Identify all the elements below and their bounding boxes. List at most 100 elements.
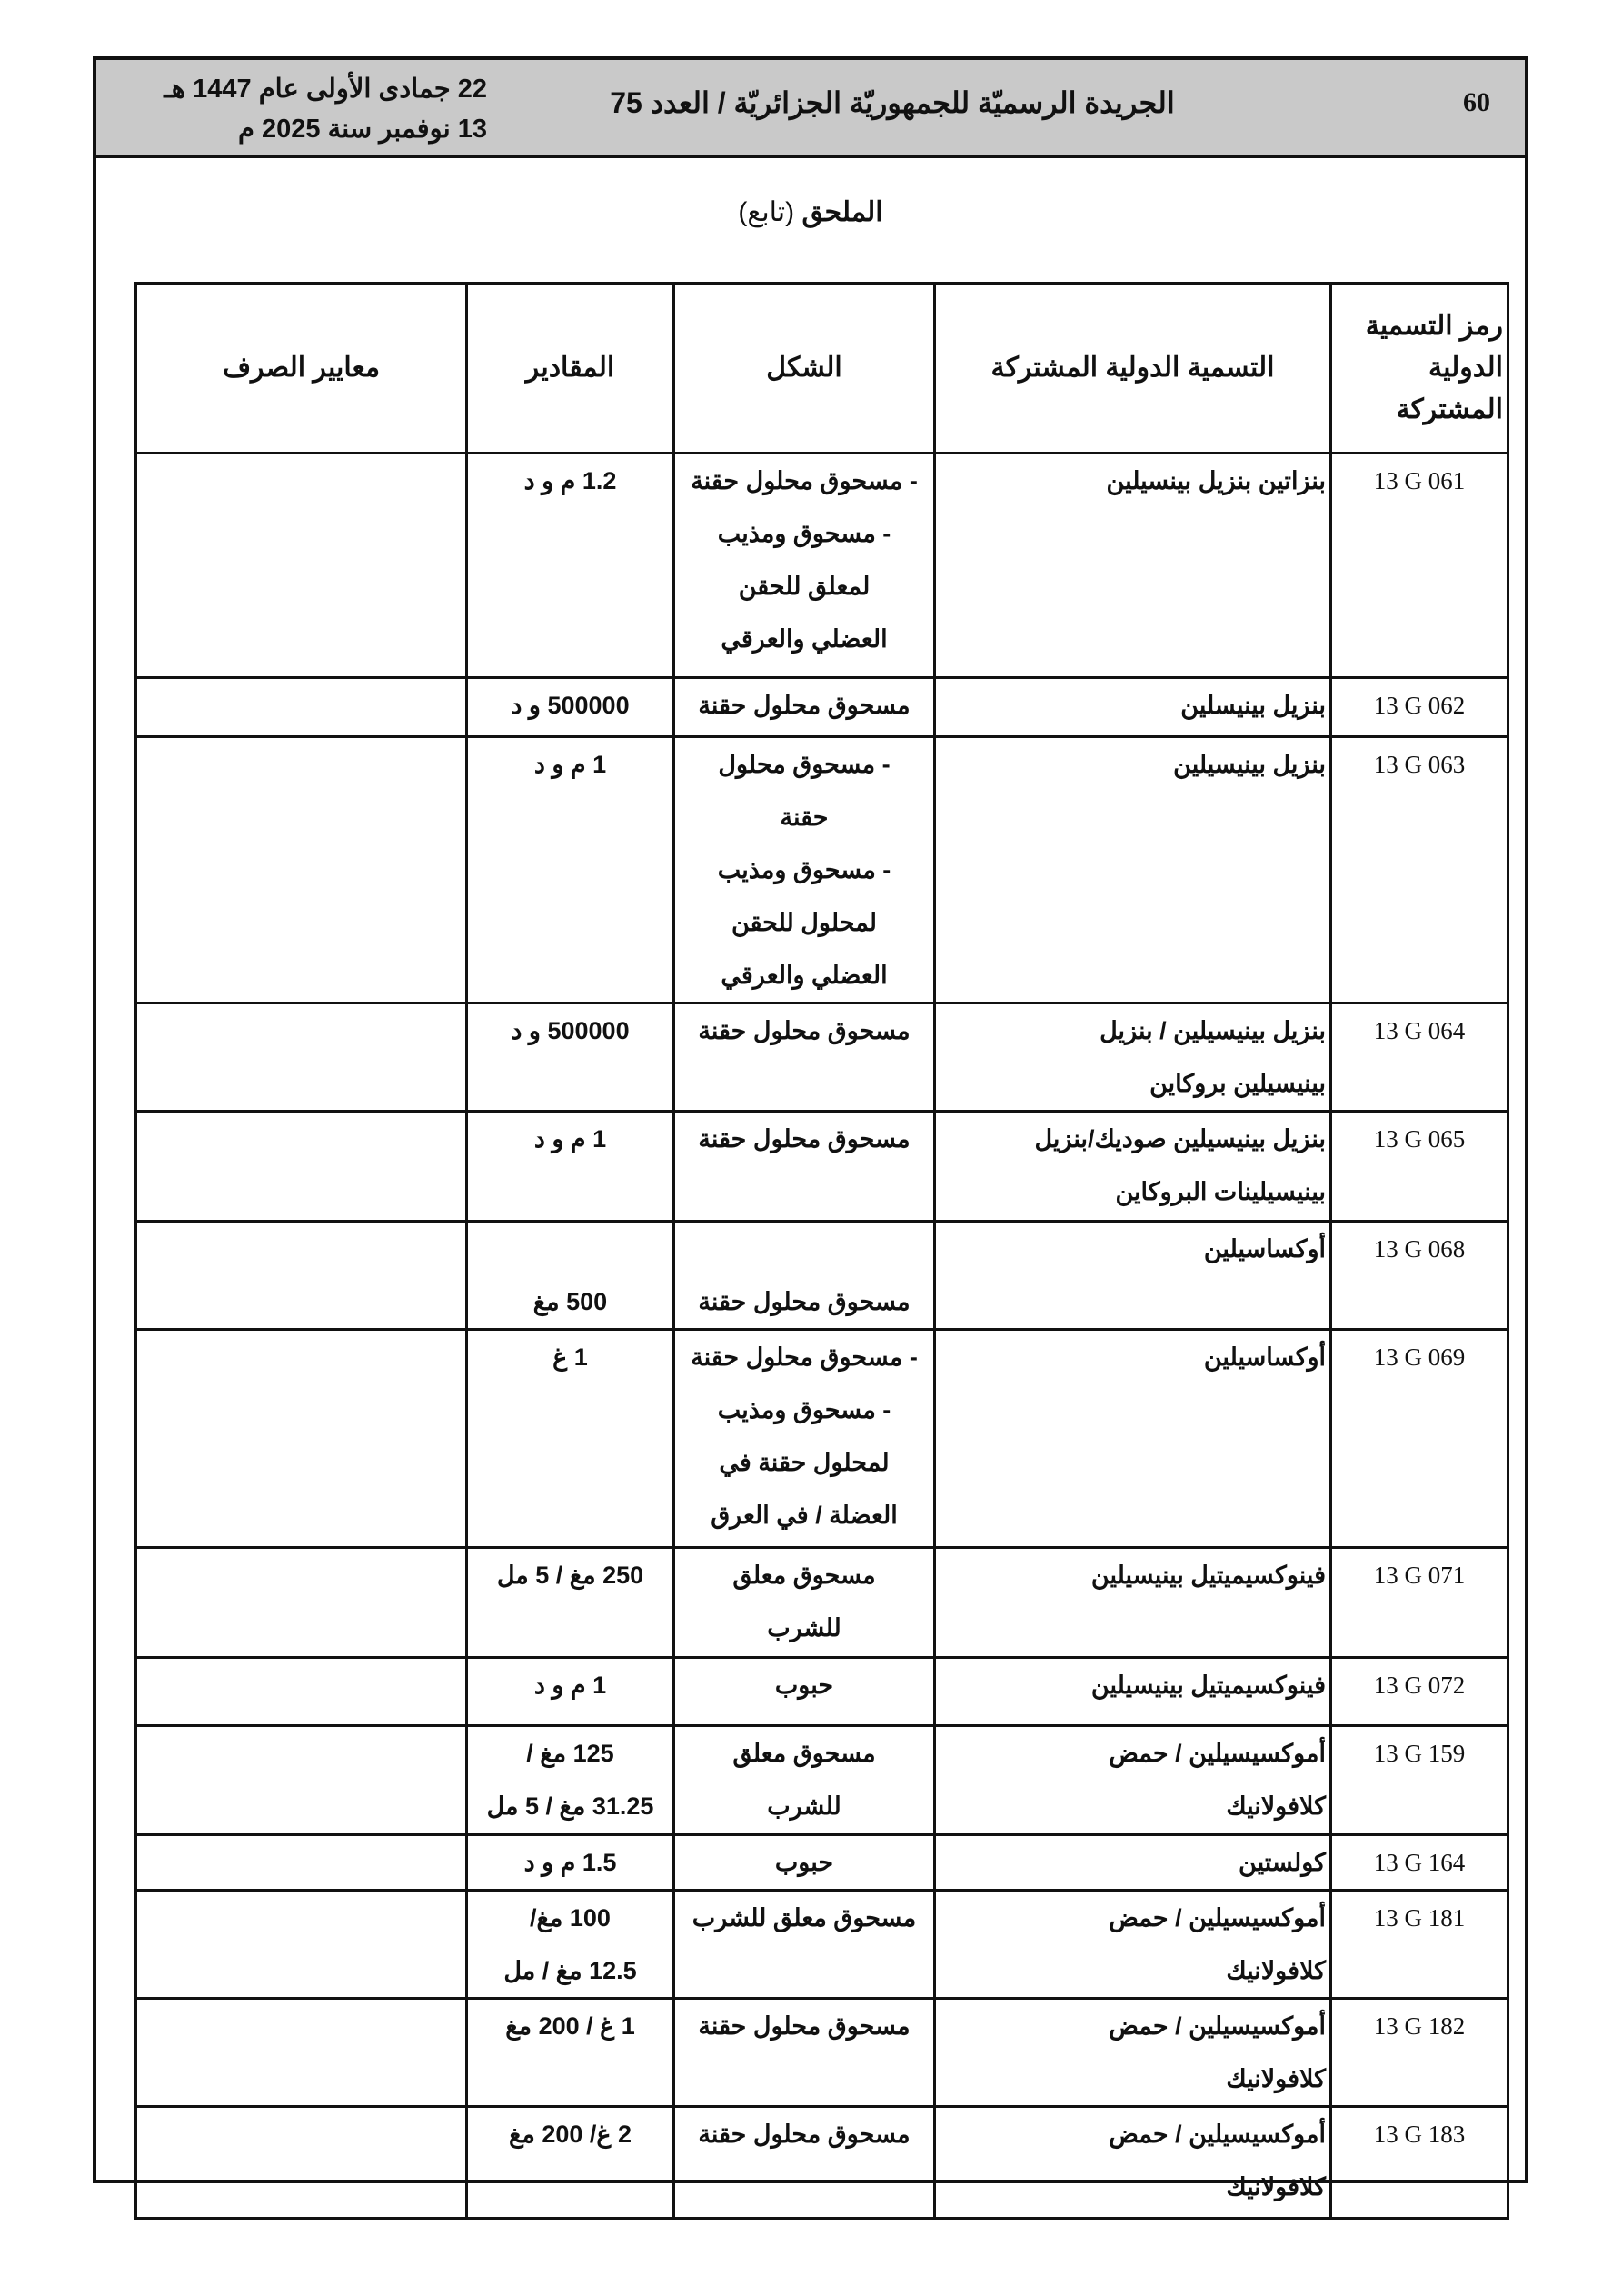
- name-line: بينيسيلينات البروكاين: [1115, 1178, 1326, 1205]
- cell-name: بنزيل بينيسلين: [933, 676, 1332, 738]
- cell-form: مسحوق محلول حقنة: [672, 1002, 936, 1113]
- cell-criteria: [134, 1546, 468, 1659]
- cell-dose: 100 مغ/12.5 مغ / مل: [465, 1889, 675, 2000]
- form-line: مسحوق محلول حقنة: [698, 692, 911, 719]
- name-line: بنزيل بينيسلين: [1180, 692, 1326, 719]
- header-criteria: معايير الصرف: [134, 282, 468, 454]
- table-body: 13 G 061 بنزاتين بنزيل بينسيلين - مسحوق مح…: [134, 452, 1509, 2220]
- form-line: - مسحوق ومذيب: [717, 856, 891, 883]
- form-line: مسحوق معلق: [732, 1562, 876, 1589]
- cell-criteria: [134, 676, 468, 738]
- name-line: كلافولانيك: [1226, 2065, 1326, 2092]
- name-line: فينوكسيميتيل بينيسيلين: [1090, 1672, 1326, 1699]
- cell-criteria: [134, 1833, 468, 1892]
- form-line: - مسحوق محلول: [718, 751, 891, 778]
- cell-form: مسحوق محلول حقنة: [672, 676, 936, 738]
- dose-line: 100 مغ/: [530, 1904, 611, 1932]
- form-line: لمحلول للحقن: [731, 909, 878, 936]
- form-line: حبوب: [774, 1672, 834, 1699]
- table-row: 13 G 063 بنزيل بينيسيلين - مسحوق محلول حقنة…: [134, 735, 1509, 1004]
- form-line: العضلي والعرقي: [721, 625, 888, 653]
- table-row: 13 G 061 بنزاتين بنزيل بينسيلين - مسحوق مح…: [134, 452, 1509, 679]
- name-line: أموكسيسيلين / حمض: [1109, 2012, 1326, 2040]
- table-row: 13 G 183 أموكسيسيلين / حمض كلافولانيك مسحوق…: [134, 2105, 1509, 2220]
- table-row: 13 G 065 بنزيل بينيسيلين صوديك/بنزيل بينيس…: [134, 1110, 1509, 1223]
- name-line: بنزيل بينيسيلين صوديك/بنزيل: [1034, 1125, 1326, 1153]
- cell-name: أموكسيسيلين / حمض كلافولانيك: [933, 1889, 1332, 2000]
- newspaper-title: الجريدة الرسميّة للجمهوريّة الجزائريّة /…: [610, 86, 1175, 119]
- cell-dose: 250 مغ / 5 مل: [465, 1546, 675, 1659]
- cell-criteria: [134, 2105, 468, 2220]
- table-row: 13 G 181 أموكسيسيلين / حمض كلافولانيك مسحوق…: [134, 1889, 1509, 2000]
- dose-line: 1 م و د: [533, 751, 607, 778]
- form-line: العضلة / في العرق: [711, 1502, 898, 1529]
- form-line: [679, 1224, 930, 1276]
- cell-name: فينوكسيميتيل بينيسيلين: [933, 1656, 1332, 1727]
- form-line: حبوب: [774, 1849, 834, 1876]
- dose-line: 1.2 م و د: [523, 467, 617, 494]
- cell-code: 13 G 182: [1329, 1997, 1509, 2108]
- cell-dose: 2 غ/ 200 مغ: [465, 2105, 675, 2220]
- dose-line: 1.5 م و د: [523, 1849, 617, 1876]
- annex-subtitle: (تابع): [738, 197, 795, 227]
- cell-code: 13 G 061: [1329, 452, 1509, 679]
- cell-criteria: [134, 1328, 468, 1549]
- cell-name: فينوكسيميتيل بينيسيلين: [933, 1546, 1332, 1659]
- header-form: الشكل: [672, 282, 936, 454]
- name-line: أوكساسيلين: [1203, 1235, 1326, 1263]
- dose-line: [472, 1224, 669, 1276]
- cell-criteria: [134, 1889, 468, 2000]
- masthead: 60 الجريدة الرسميّة للجمهوريّة الجزائريّ…: [96, 60, 1525, 158]
- cell-form: حبوب: [672, 1656, 936, 1727]
- form-line: العضلي والعرقي: [721, 962, 888, 989]
- header-code: رمز التسمية الدولية المشتركة: [1329, 282, 1509, 454]
- cell-name: بنزيل بينيسيلين / بنزيل بينيسيلين بروكاين: [933, 1002, 1332, 1113]
- cell-code: 13 G 183: [1329, 2105, 1509, 2220]
- cell-code: 13 G 065: [1329, 1110, 1509, 1223]
- name-line: بنزيل بينيسيلين / بنزيل: [1100, 1017, 1326, 1044]
- page-number: 60: [1463, 87, 1490, 117]
- cell-code: 13 G 069: [1329, 1328, 1509, 1549]
- form-line: مسحوق محلول حقنة: [698, 2012, 911, 2040]
- cell-name: بنزاتين بنزيل بينسيلين: [933, 452, 1332, 679]
- medicines-table: رمز التسمية الدولية المشتركة التسمية الد…: [134, 282, 1509, 2220]
- cell-criteria: [134, 1110, 468, 1223]
- cell-form: مسحوق معلق للشرب: [672, 1889, 936, 2000]
- cell-dose: 1 م و د: [465, 1656, 675, 1727]
- dose-line: 500 مغ: [532, 1288, 608, 1315]
- name-line: كلافولانيك: [1226, 1957, 1326, 1984]
- cell-code: 13 G 181: [1329, 1889, 1509, 2000]
- cell-code: 13 G 159: [1329, 1724, 1509, 1836]
- cell-name: أموكسيسيلين / حمض كلافولانيك: [933, 1997, 1332, 2108]
- cell-name: بنزيل بينيسيلين: [933, 735, 1332, 1004]
- dose-line: 1 غ / 200 مغ: [505, 2012, 635, 2040]
- cell-form: مسحوق محلول حقنة: [672, 1220, 936, 1331]
- cell-criteria: [134, 735, 468, 1004]
- cell-code: 13 G 063: [1329, 735, 1509, 1004]
- cell-criteria: [134, 1724, 468, 1836]
- form-line: مسحوق معلق: [732, 1740, 876, 1767]
- cell-code: 13 G 064: [1329, 1002, 1509, 1113]
- table-row: 13 G 072 فينوكسيميتيل بينيسيلين حبوب 1 م و …: [134, 1656, 1509, 1727]
- dose-line: 12.5 مغ / مل: [503, 1957, 637, 1984]
- cell-criteria: [134, 1002, 468, 1113]
- cell-code: 13 G 068: [1329, 1220, 1509, 1331]
- table-row: 13 G 069 أوكساسيلين - مسحوق محلول حقنة - مس…: [134, 1328, 1509, 1549]
- date-hijri: 22 جمادى الأولى عام 1447 هـ: [164, 75, 487, 104]
- dose-line: 1 م و د: [533, 1125, 607, 1153]
- name-line: أموكسيسيلين / حمض: [1109, 1740, 1326, 1767]
- cell-dose: 1 غ / 200 مغ: [465, 1997, 675, 2108]
- name-line: كولستين: [1239, 1849, 1326, 1876]
- form-line: - مسحوق ومذيب: [717, 520, 891, 547]
- cell-dose: 1 م و د: [465, 735, 675, 1004]
- name-line: أموكسيسيلين / حمض: [1109, 1904, 1326, 1932]
- form-line: لمحلول حقنة في: [719, 1449, 890, 1476]
- cell-code: 13 G 071: [1329, 1546, 1509, 1659]
- form-line: مسحوق معلق للشرب: [692, 1904, 917, 1932]
- cell-form: مسحوق محلول حقنة: [672, 2105, 936, 2220]
- form-line: مسحوق محلول حقنة: [698, 2121, 911, 2148]
- dose-line: 500000 و د: [511, 692, 630, 719]
- cell-name: كولستين: [933, 1833, 1332, 1892]
- table-row: 13 G 159 أموكسيسيلين / حمض كلافولانيك مسحوق…: [134, 1724, 1509, 1836]
- annex-title: الملحق: [801, 197, 883, 227]
